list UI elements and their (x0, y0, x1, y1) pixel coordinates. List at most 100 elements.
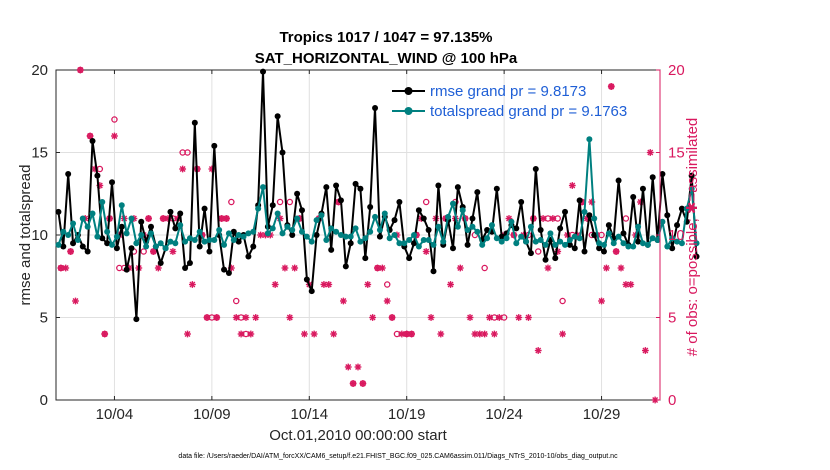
data-point-rmse (352, 180, 359, 187)
obs-assimilated-marker (603, 264, 610, 272)
obs-assimilated-marker (617, 264, 625, 272)
data-point-spread (454, 223, 461, 230)
data-point-spread (225, 230, 232, 237)
obs-assimilated-marker (76, 66, 84, 74)
data-point-spread (260, 184, 267, 191)
data-point-rmse (138, 218, 145, 225)
obs-assimilated-marker (310, 330, 318, 338)
data-point-rmse (65, 170, 72, 177)
data-point-spread (221, 241, 228, 248)
data-point-spread (118, 202, 125, 209)
y-tick-label-left: 15 (31, 145, 48, 162)
data-point-rmse (498, 233, 505, 240)
data-point-rmse (449, 245, 456, 252)
obs-assimilated-marker (525, 314, 532, 321)
data-point-spread (240, 233, 247, 240)
y-axis-label-left: rmse and totalspread (17, 165, 34, 306)
obs-assimilated-marker (612, 248, 620, 255)
data-point-rmse (113, 245, 120, 252)
obs-assimilated-marker (422, 248, 430, 255)
obs-assimilated-marker (486, 314, 493, 321)
data-point-rmse (605, 222, 612, 229)
axes: 10/04 10/09 10/14 10/19 10/24 10/29 0 5 10 15 20 0 5… (31, 62, 684, 423)
obs-assimilated-marker (184, 330, 191, 338)
data-point-spread (186, 235, 193, 242)
obs-assimilated-marker (568, 182, 576, 189)
data-point-spread (230, 236, 237, 243)
data-point-spread (659, 218, 666, 225)
data-point-spread (84, 223, 91, 230)
data-point-spread (620, 240, 627, 247)
x-tick-label: 10/14 (291, 406, 329, 423)
data-point-spread (308, 238, 315, 245)
data-point-rmse (104, 240, 111, 247)
data-point-spread (274, 210, 281, 217)
data-point-rmse (566, 241, 573, 248)
data-point-spread (440, 238, 447, 245)
data-point-spread (459, 207, 466, 214)
data-point-rmse (391, 217, 398, 224)
obs-assimilated-marker (534, 347, 542, 354)
data-point-spread (196, 228, 203, 235)
data-point-spread (493, 235, 500, 242)
data-point-rmse (659, 170, 666, 177)
data-point-spread (508, 218, 515, 225)
data-point-rmse (99, 235, 106, 242)
data-point-rmse (552, 255, 559, 262)
data-point-spread (211, 236, 218, 243)
data-point-spread (264, 230, 271, 237)
data-point-spread (172, 240, 179, 247)
data-point-spread (386, 235, 393, 242)
data-point-rmse (630, 194, 637, 201)
data-point-rmse (201, 205, 208, 212)
obs-assimilated-marker (150, 248, 157, 255)
data-point-spread (216, 227, 223, 234)
obs-assimilated-marker (495, 314, 503, 321)
data-point-spread (376, 227, 383, 234)
obs-assimilated-marker (203, 314, 211, 321)
obs-possible-marker (111, 116, 118, 123)
data-point-spread (557, 238, 564, 245)
data-point-rmse (337, 197, 344, 204)
data-point-rmse (406, 255, 413, 262)
data-point-spread (167, 238, 174, 245)
data-point-rmse (245, 253, 252, 260)
data-point-spread (152, 243, 159, 250)
data-point-rmse (557, 225, 564, 232)
data-point-rmse (415, 207, 422, 214)
data-point-rmse (367, 203, 374, 210)
data-point-spread (469, 223, 476, 230)
data-point-spread (284, 223, 291, 230)
data-point-rmse (186, 260, 193, 267)
data-point-spread (586, 136, 593, 143)
data-point-spread (65, 232, 72, 238)
data-point-spread (484, 235, 491, 242)
data-point-spread (143, 243, 150, 250)
y-tick-label-right: 5 (668, 310, 676, 327)
data-point-spread (337, 232, 344, 238)
data-point-spread (323, 236, 330, 243)
data-point-rmse (639, 185, 646, 192)
data-point-spread (688, 185, 695, 192)
obs-assimilated-marker (247, 330, 255, 338)
data-point-spread (420, 236, 427, 243)
data-point-spread (488, 222, 495, 229)
data-point-rmse (474, 189, 481, 196)
data-point-spread (250, 228, 257, 235)
data-point-spread (255, 205, 262, 212)
data-point-rmse (235, 238, 242, 245)
data-point-spread (435, 223, 442, 230)
data-point-spread (630, 243, 637, 250)
obs-assimilated-marker (515, 314, 523, 321)
data-point-rmse (562, 208, 569, 215)
data-point-spread (123, 230, 130, 237)
obs-assimilated-marker (607, 83, 615, 90)
data-point-spread (610, 240, 617, 247)
data-point-spread (60, 228, 67, 235)
obs-assimilated-marker (369, 314, 377, 321)
x-tick-label: 10/04 (96, 406, 134, 423)
y-tick-label-left: 5 (40, 310, 48, 327)
y-tick-label-left: 0 (40, 392, 48, 409)
data-point-spread (294, 215, 301, 222)
data-point-rmse (342, 263, 349, 270)
